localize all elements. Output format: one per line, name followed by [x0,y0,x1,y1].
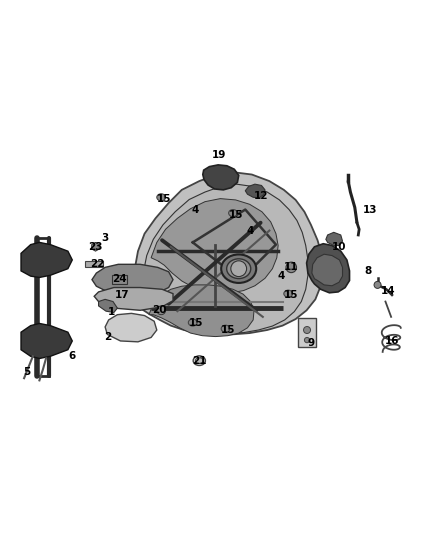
Polygon shape [21,324,72,359]
Ellipse shape [188,319,197,326]
Text: 12: 12 [253,191,268,201]
Polygon shape [245,184,265,198]
Circle shape [304,337,310,343]
Text: 17: 17 [114,290,129,300]
Text: 4: 4 [278,271,285,281]
Circle shape [231,261,247,277]
Text: 15: 15 [229,210,244,220]
Ellipse shape [229,209,237,216]
Text: 20: 20 [152,305,167,316]
Text: 21: 21 [192,356,207,366]
Polygon shape [138,184,308,333]
Polygon shape [326,232,343,246]
Ellipse shape [221,325,230,332]
Ellipse shape [195,358,203,364]
Text: 15: 15 [157,193,172,204]
Polygon shape [21,243,72,278]
Text: 4: 4 [247,225,254,236]
Text: 6: 6 [69,351,76,361]
Text: 15: 15 [220,325,235,335]
Polygon shape [151,199,278,293]
Polygon shape [105,313,157,342]
Text: 14: 14 [380,286,395,296]
Text: 1: 1 [108,308,115,318]
Polygon shape [312,254,343,286]
Polygon shape [92,264,173,295]
Text: 8: 8 [364,266,371,276]
Text: 10: 10 [332,242,347,252]
Text: 13: 13 [363,205,378,215]
Text: 22: 22 [90,260,105,269]
Text: 4: 4 [191,205,198,215]
Polygon shape [99,300,117,312]
Polygon shape [307,244,350,293]
Text: 19: 19 [212,150,226,160]
Ellipse shape [157,194,166,201]
Text: 3: 3 [102,233,109,243]
Ellipse shape [284,290,293,297]
Circle shape [286,262,297,273]
Text: 24: 24 [112,274,127,284]
Ellipse shape [193,356,205,366]
Text: 9: 9 [307,338,314,348]
Text: 5: 5 [24,367,31,377]
Polygon shape [149,285,254,336]
Ellipse shape [227,259,251,279]
Circle shape [157,306,166,314]
Ellipse shape [221,254,256,283]
Circle shape [374,281,381,288]
FancyBboxPatch shape [112,275,127,284]
Polygon shape [94,287,173,310]
Polygon shape [129,172,323,334]
FancyBboxPatch shape [85,261,103,268]
Circle shape [304,327,311,334]
Text: 11: 11 [284,262,299,271]
Text: 2: 2 [104,332,111,342]
FancyBboxPatch shape [298,318,316,347]
Text: 16: 16 [385,336,399,346]
Polygon shape [203,165,239,190]
Text: 15: 15 [284,290,299,300]
Text: 15: 15 [189,318,204,328]
Text: 23: 23 [88,242,103,252]
